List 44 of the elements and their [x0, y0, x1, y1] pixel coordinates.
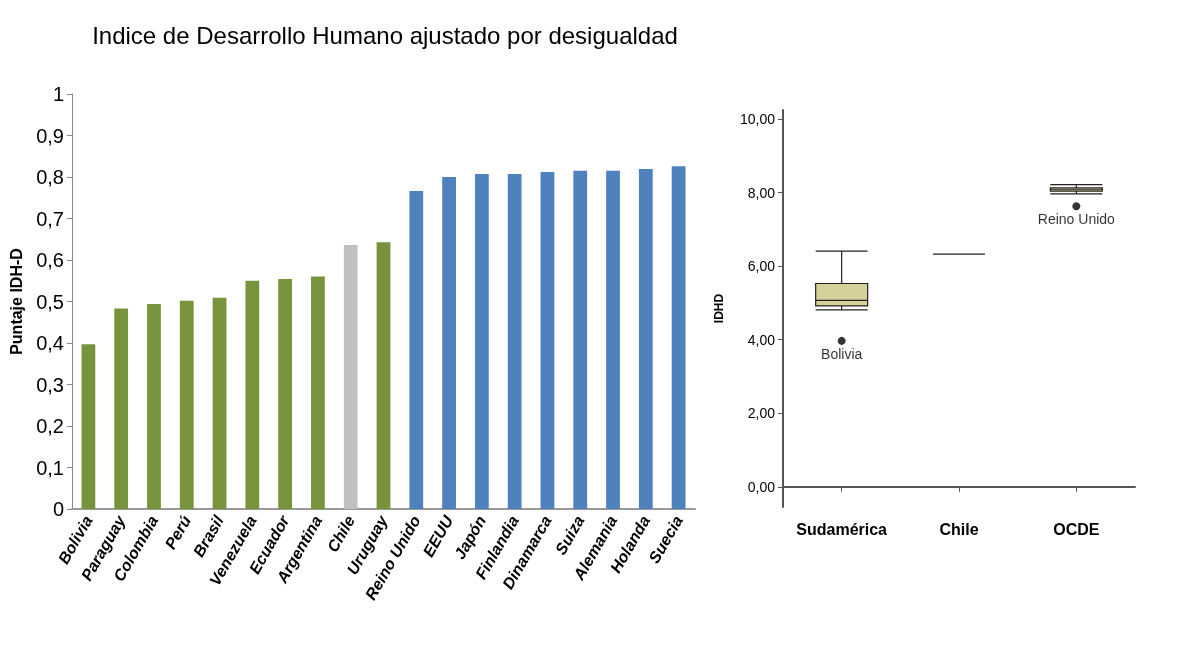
- y-tick-label: 0,00: [747, 478, 776, 495]
- y-tick-label: 8,00: [747, 184, 776, 201]
- bar: [114, 308, 129, 509]
- bar: [245, 280, 260, 509]
- y-tick-label: 0,6: [36, 249, 64, 271]
- bar: [409, 191, 424, 509]
- x-tick-label: OCDE: [1053, 520, 1100, 538]
- x-tick-label: Sudamérica: [796, 520, 888, 538]
- bar: [343, 245, 358, 509]
- y-tick-label: 0,2: [36, 415, 64, 437]
- bar: [507, 174, 522, 509]
- y-tick-label: 6,00: [747, 258, 776, 275]
- y-tick-label: 1: [52, 83, 64, 105]
- y-tick-label: 0,1: [36, 456, 64, 479]
- bar: [179, 300, 194, 509]
- bar: [376, 242, 391, 509]
- bar: [638, 169, 653, 509]
- bar: [147, 303, 161, 509]
- x-tick-label: Chile: [939, 520, 979, 538]
- annotation: Bolivia: [821, 345, 863, 362]
- y-tick-label: 0,9: [36, 124, 64, 147]
- y-tick-label: 2,00: [747, 405, 776, 422]
- bar: [540, 172, 555, 509]
- y-tick-label: 4,00: [747, 331, 776, 348]
- y-tick-label: 0,3: [36, 373, 64, 396]
- y-axis-title: Puntaje IDH-D: [7, 248, 25, 355]
- y-tick-label: 0,5: [36, 290, 64, 313]
- bar: [474, 174, 489, 509]
- annotation: Reino Unido: [1037, 211, 1116, 228]
- bar: [573, 170, 588, 509]
- y-tick-label: 10,00: [739, 111, 776, 128]
- bar: [442, 177, 456, 509]
- y-tick-label: 0,7: [36, 207, 64, 230]
- y-tick-label: 0,8: [36, 166, 64, 188]
- y-tick-label: 0: [52, 498, 64, 520]
- y-tick-label: 0,4: [36, 332, 64, 354]
- bar: [311, 276, 325, 509]
- bar: [671, 166, 686, 509]
- bar: [278, 279, 293, 509]
- bar: [606, 170, 620, 509]
- chart-title: Indice de Desarrollo Humano ajustado por desigualdad: [92, 21, 678, 49]
- bar: [212, 297, 227, 509]
- bar: [81, 344, 96, 509]
- y-axis-title: IDHD: [712, 293, 726, 324]
